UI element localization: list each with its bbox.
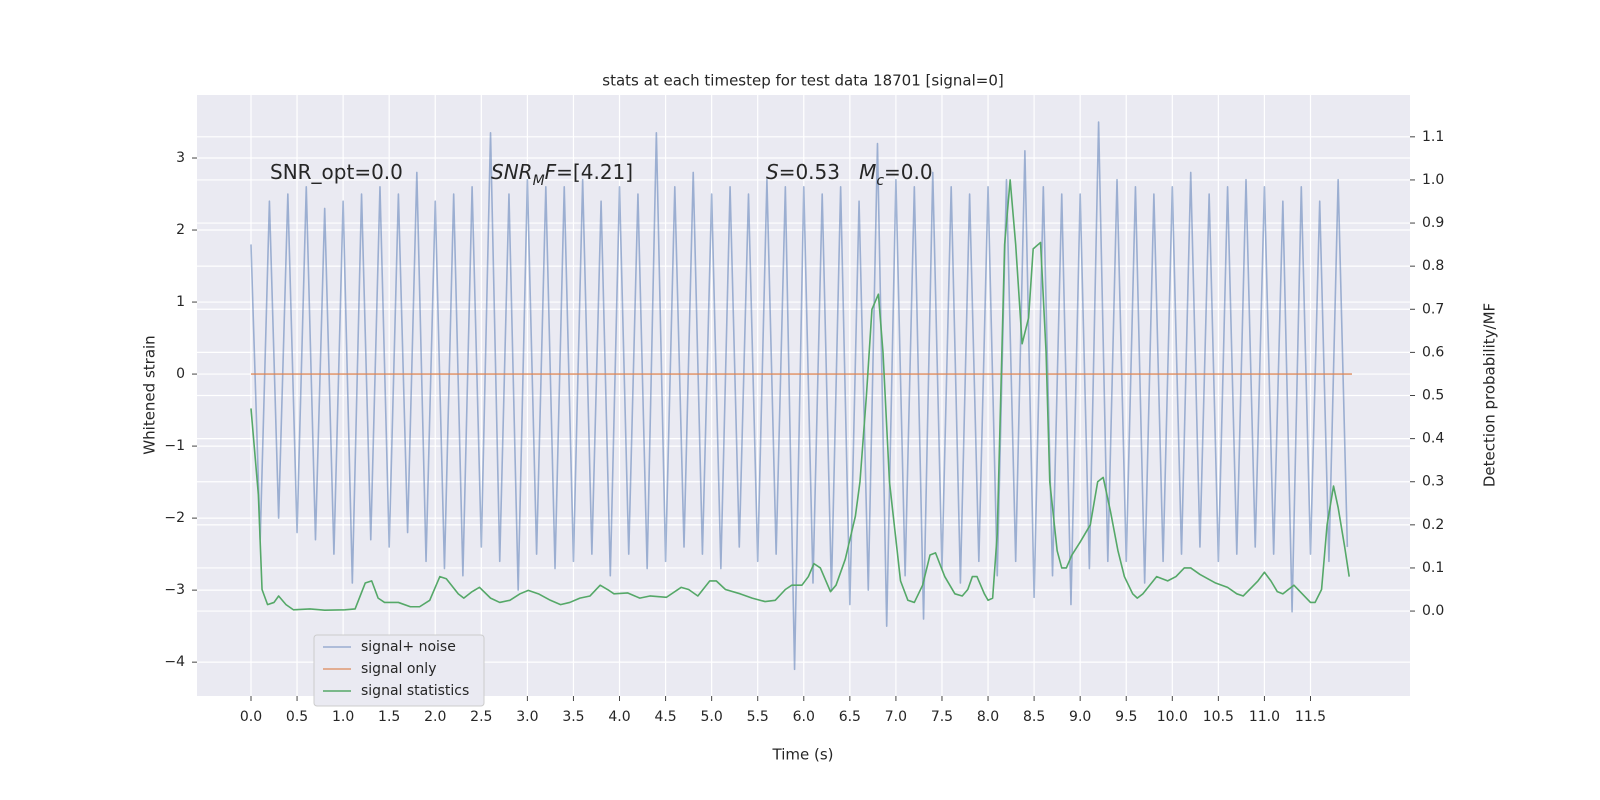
x-tick-label: 11.5 [1295, 709, 1326, 725]
legend-label: signal+ noise [361, 639, 456, 655]
x-tick-label: 9.5 [1115, 709, 1137, 725]
x-tick-label: 11.0 [1249, 709, 1280, 725]
y-tick-label: 2 [176, 222, 185, 238]
y-tick-label: −3 [164, 582, 185, 598]
annotation: S=0.53 Mc=0.0 [766, 160, 933, 190]
x-tick-label: 6.5 [839, 709, 861, 725]
annotation-part: =0.53 [779, 160, 859, 184]
x-tick-label: 0.5 [286, 709, 308, 725]
legend-box [313, 634, 485, 707]
annotation-part: c [876, 173, 884, 189]
annotation-part: F [545, 160, 557, 184]
y2-tick-label: 0.3 [1422, 474, 1444, 490]
y2-tick-label: 0.8 [1422, 258, 1444, 274]
x-tick-label: 1.0 [332, 709, 354, 725]
y2-tick-label: 1.1 [1422, 129, 1444, 145]
annotation-part: M [533, 173, 545, 189]
annotation-part: =[4.21] [556, 160, 633, 184]
y2-axis-label: Detection probability/MF [1481, 303, 1499, 487]
x-tick-label: 10.0 [1157, 709, 1188, 725]
annotation-part: SNR [491, 160, 533, 184]
x-tick-label: 0.0 [240, 709, 262, 725]
x-tick-label: 8.5 [1023, 709, 1045, 725]
annotation: SNR_opt=0.0 [270, 160, 403, 184]
x-tick-label: 5.0 [701, 709, 723, 725]
series-line [250, 179, 1350, 611]
annotation: SNRMF=[4.21] [491, 160, 633, 190]
x-tick-label: 10.5 [1203, 709, 1234, 725]
annotation-part: =0.0 [884, 160, 933, 184]
y2-tick-label: 0.9 [1422, 215, 1444, 231]
annotation-part: SNR_opt=0.0 [270, 160, 403, 184]
legend-label: signal only [361, 661, 436, 677]
annotation-part: M [859, 160, 876, 184]
y2-tick-label: 0.1 [1422, 560, 1444, 576]
legend-label: signal statistics [361, 683, 469, 699]
x-tick-label: 3.5 [562, 709, 584, 725]
annotation-part: S [766, 160, 779, 184]
y-axis-label: Whitened strain [141, 335, 159, 454]
x-tick-label: 4.0 [608, 709, 630, 725]
y2-tick-label: 0.5 [1422, 388, 1444, 404]
y-tick-label: 0 [176, 366, 185, 382]
x-tick-label: 3.0 [516, 709, 538, 725]
y2-tick-label: 0.0 [1422, 603, 1444, 619]
y2-tick-label: 0.7 [1422, 301, 1444, 317]
x-tick-label: 4.5 [654, 709, 676, 725]
y-tick-label: −2 [164, 510, 185, 526]
y-tick-label: −1 [164, 438, 185, 454]
x-tick-label: 2.5 [470, 709, 492, 725]
x-tick-label: 2.0 [424, 709, 446, 725]
chart-title: stats at each timestep for test data 187… [602, 72, 1003, 90]
y-tick-label: 1 [176, 294, 185, 310]
y2-tick-label: 1.0 [1422, 172, 1444, 188]
x-tick-label: 9.0 [1069, 709, 1091, 725]
x-tick-label: 8.0 [977, 709, 999, 725]
series-line [250, 121, 1349, 671]
x-axis-label: Time (s) [772, 746, 834, 764]
x-tick-label: 7.5 [931, 709, 953, 725]
y2-tick-label: 0.6 [1422, 344, 1444, 360]
y2-tick-label: 0.2 [1422, 517, 1444, 533]
x-tick-label: 6.0 [793, 709, 815, 725]
y-tick-label: 3 [176, 150, 185, 166]
x-tick-label: 5.5 [747, 709, 769, 725]
y-tick-label: −4 [164, 654, 185, 670]
legend: signal+ noise signal only signal statistic… [313, 634, 485, 707]
x-tick-label: 7.0 [885, 709, 907, 725]
y2-tick-label: 0.4 [1422, 431, 1444, 447]
x-tick-label: 1.5 [378, 709, 400, 725]
